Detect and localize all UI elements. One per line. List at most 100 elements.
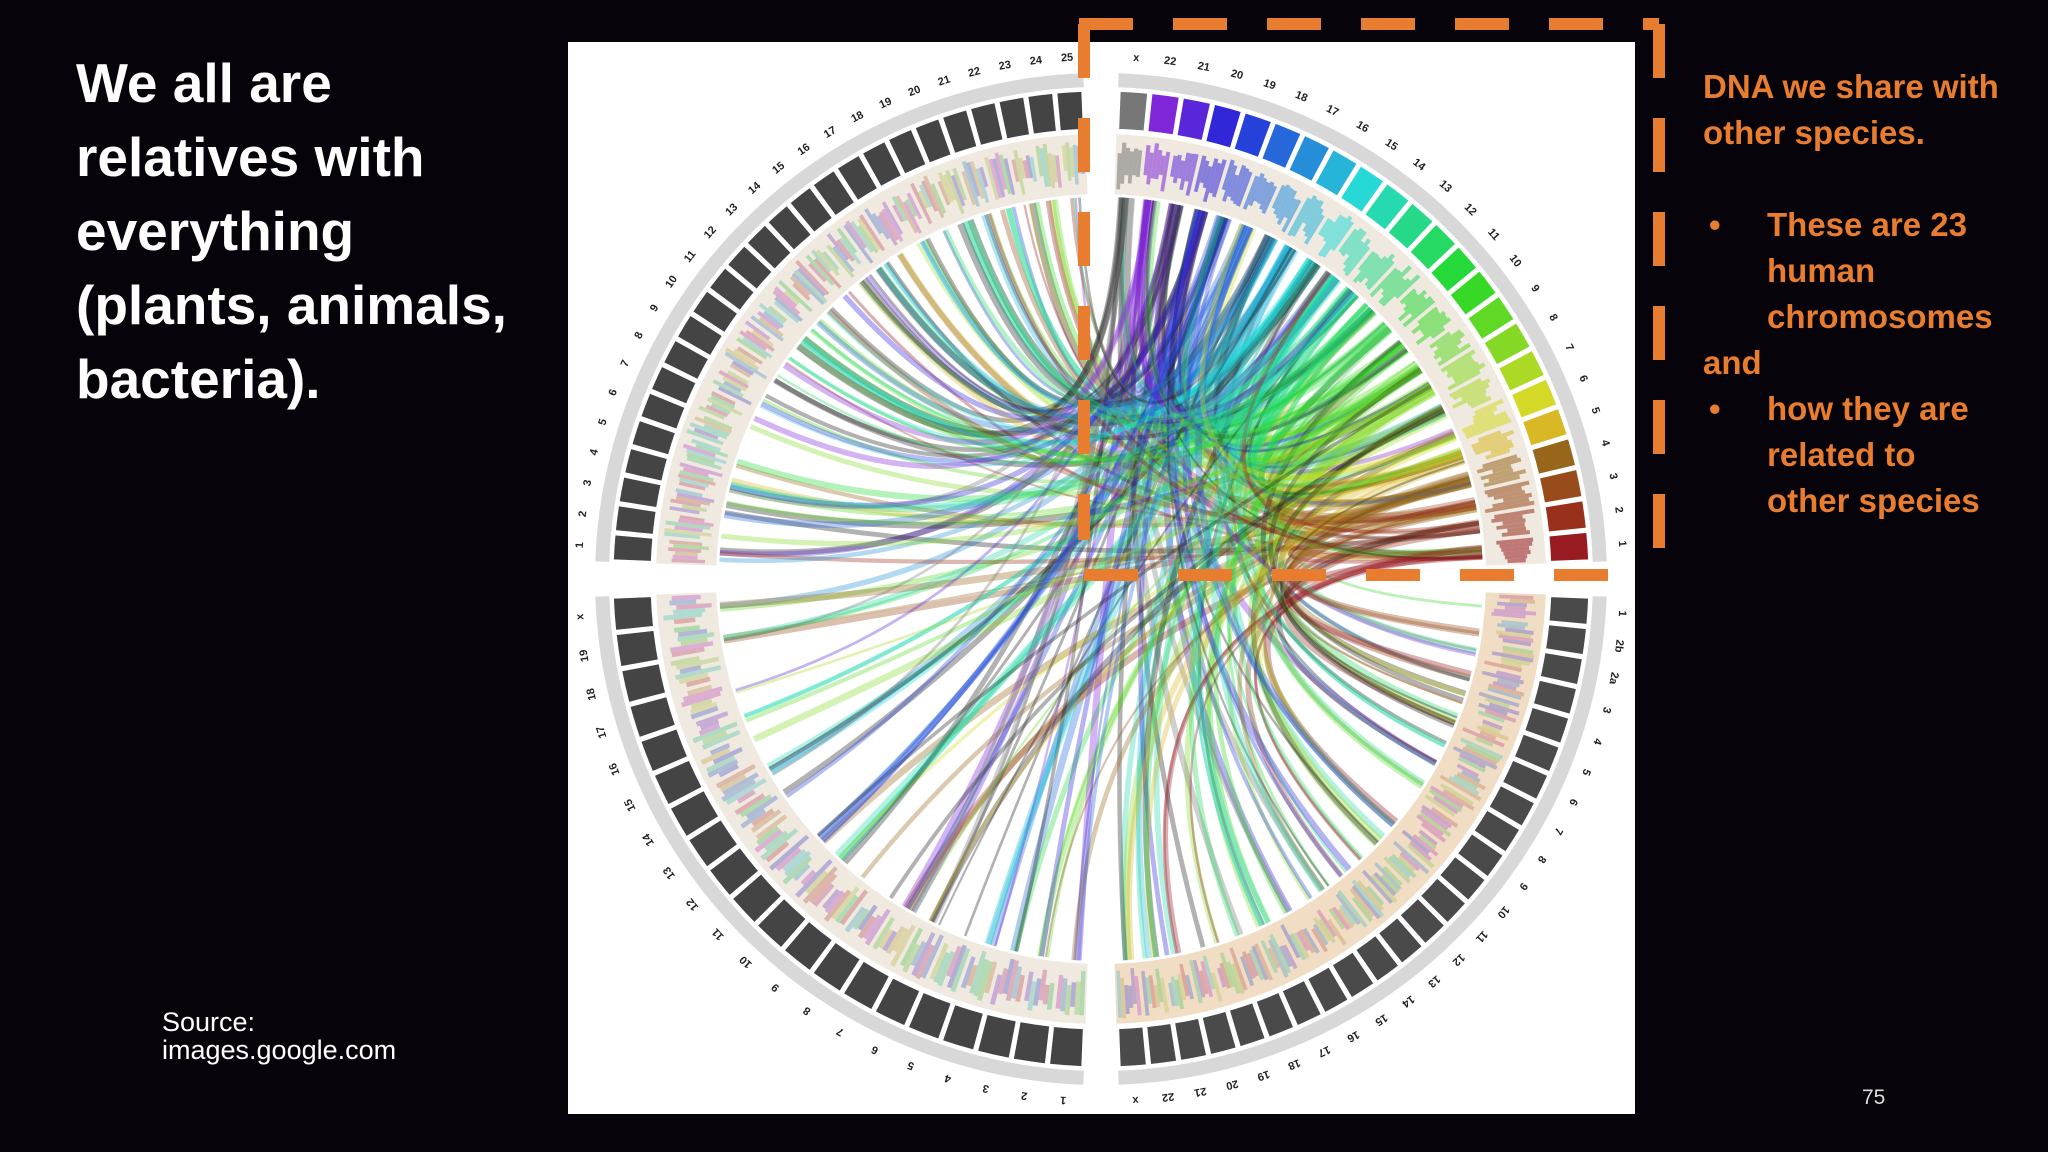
track-cell [1340,227,1364,257]
track-cell [671,594,701,601]
chord [987,213,1483,556]
chromosome-block [618,476,662,509]
chromosome-block [1501,759,1549,800]
track-cell [1366,260,1395,291]
track-cell [740,808,767,829]
track-cell [1476,725,1510,741]
chromosome-label: 5 [1588,406,1601,416]
track-cell [966,964,978,987]
chord [782,199,1152,445]
chord [889,408,1445,900]
track-cell [682,686,723,702]
chord [1074,197,1156,391]
track-cell [1217,967,1227,988]
chromosome-label: 10 [1507,253,1524,270]
track-cell [1060,978,1068,1012]
track-cell [1415,317,1452,345]
chord [869,203,1175,413]
chord [1161,204,1408,439]
track-cell [1351,896,1373,923]
track-cell [1337,908,1354,929]
track-cell [1282,944,1298,970]
track-cell [822,888,841,910]
chromosome-block [1306,966,1349,1014]
chord [777,310,1375,465]
chromosome-block [874,977,921,1027]
track-cell [826,244,855,279]
chromosome-block [1524,706,1570,744]
chromosome-label: 20 [1229,68,1244,83]
chord [1279,460,1465,719]
track-cell [1130,968,1137,1005]
track-cell [881,208,904,243]
track-cell [1419,310,1446,333]
track-cell [1328,907,1346,930]
track-cell [1492,497,1530,509]
track-cell [1402,299,1436,328]
chromosome-block [746,224,792,270]
chord [1199,223,1457,481]
chord [1160,203,1471,504]
chord [1192,273,1336,927]
chord [821,471,1470,844]
track-cell [843,224,874,264]
chromosome-label: 17 [594,724,609,739]
track-cell [1172,154,1182,184]
track-cell [1153,985,1161,1008]
chord [907,474,1470,912]
chord [773,209,1204,453]
chord [1269,451,1463,786]
chromosome-label: 3 [1606,472,1619,480]
track-cell [1366,885,1385,906]
track-cell [722,772,759,796]
track-cell [966,161,981,197]
track-cell [1257,181,1270,205]
chromosome-block [1147,93,1180,136]
chord [749,385,1433,497]
chromosome-label: 22 [967,65,982,80]
track-cell [1475,736,1494,748]
chord [1285,521,1480,682]
chromosome-block [1522,407,1568,447]
chord [1178,216,1331,416]
chromosome-block [976,1013,1017,1059]
chord [1260,339,1456,726]
track-cell [1312,923,1329,946]
track-cell [669,505,700,515]
chromosome-label: 6 [870,1043,881,1056]
track-cell [784,850,812,877]
track-cell [724,347,760,371]
track-cell [923,175,945,219]
chord [1122,197,1359,418]
chromosome-block [1531,438,1577,475]
track-cell [1022,160,1030,179]
chord [796,197,1129,438]
track-cell [678,481,706,491]
track-cell [682,467,709,478]
track-cell [864,908,891,946]
track-cell [1124,147,1131,176]
chromosome-block [1118,90,1149,132]
track-cell [782,855,813,885]
track-cell [1433,332,1466,355]
track-cell [718,369,749,389]
chord [772,197,1123,776]
track-cell [1421,804,1453,829]
chord [1131,199,1204,394]
track-cell [1484,500,1535,514]
chromosome-block [615,629,659,668]
chord [981,214,1294,409]
chord [1117,197,1176,393]
track-cell [878,928,894,949]
track-cell [1451,361,1480,380]
track-cell [1222,164,1238,202]
chord [1011,206,1229,398]
chromosome-label: 1 [1616,610,1628,617]
chord [859,279,1375,441]
highlight-box [1078,18,1665,581]
track-cell [998,154,1012,194]
chromosome-label: 13 [661,864,678,881]
track-cell [736,337,768,360]
chord [1037,370,1423,957]
chord [1145,200,1409,440]
